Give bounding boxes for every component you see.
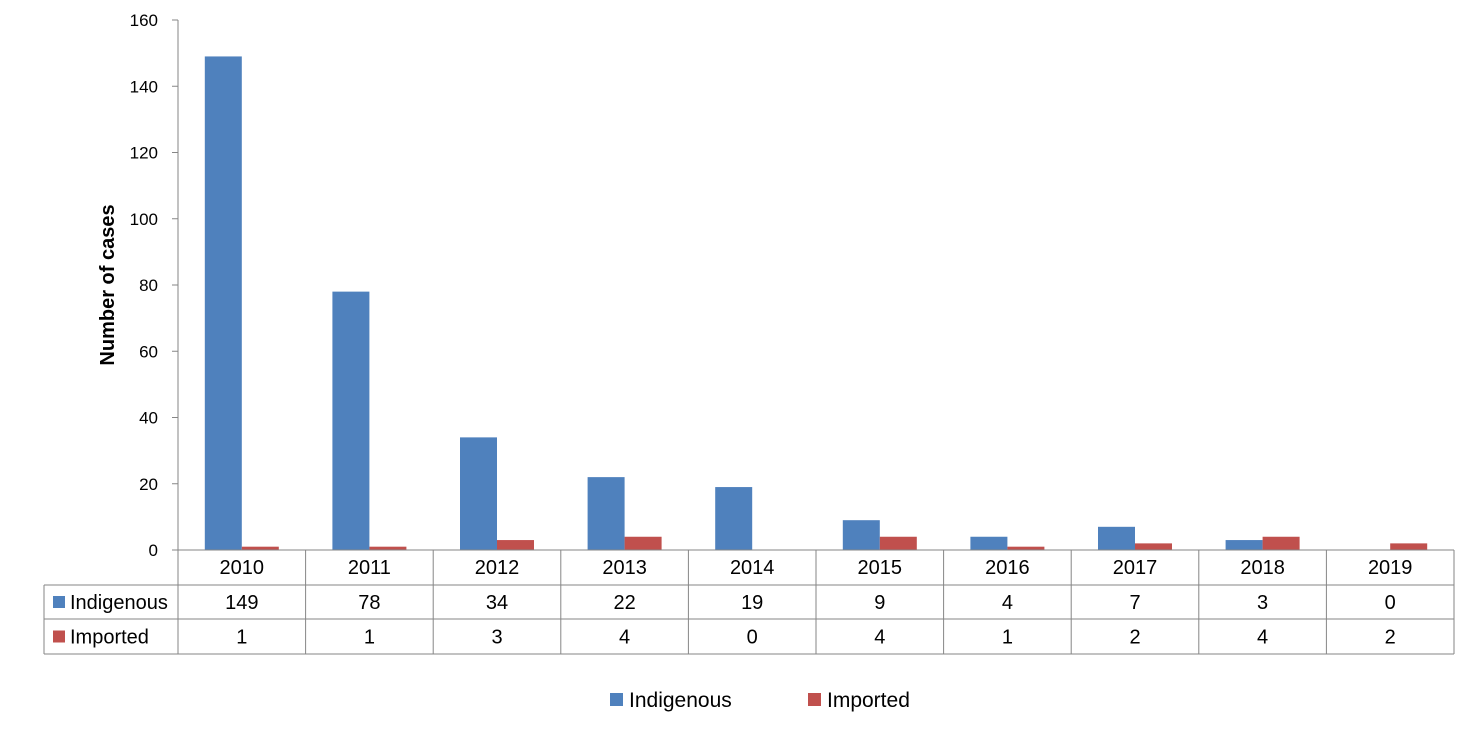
bar-indigenous-2012 bbox=[460, 437, 497, 550]
table-cell: 2 bbox=[1129, 627, 1140, 649]
table-cell: 0 bbox=[747, 627, 758, 649]
legend: Indigenous Imported bbox=[610, 689, 910, 712]
table-legend-key-indigenous bbox=[53, 596, 65, 608]
legend-key-imported bbox=[808, 693, 821, 706]
bar-imported-2013 bbox=[624, 536, 662, 550]
y-tick-label: 40 bbox=[139, 409, 158, 428]
bar-indigenous-2013 bbox=[587, 477, 625, 550]
y-axis-label: Number of cases bbox=[97, 204, 119, 365]
table-cell: 149 bbox=[225, 592, 258, 614]
y-tick-label: 20 bbox=[139, 475, 158, 494]
y-tick-label: 80 bbox=[139, 276, 158, 295]
y-tick-label: 160 bbox=[130, 11, 158, 30]
table-legend-key-imported bbox=[53, 630, 65, 643]
x-tick-label: 2013 bbox=[602, 557, 647, 579]
table-cell: 34 bbox=[486, 592, 508, 614]
table-row-label-imported: Imported bbox=[70, 627, 149, 649]
table-cell: 4 bbox=[1002, 592, 1013, 614]
table-cell: 1 bbox=[364, 627, 375, 649]
bar-indigenous-2010 bbox=[204, 56, 242, 550]
table-cell: 1 bbox=[236, 627, 247, 649]
bar-imported-2017 bbox=[1135, 543, 1172, 550]
bar-imported-2011 bbox=[369, 546, 407, 550]
bar-indigenous-2015 bbox=[842, 520, 880, 550]
y-tick-label: 140 bbox=[130, 77, 158, 96]
y-tick-label: 100 bbox=[130, 210, 158, 229]
bar-imported-2015 bbox=[879, 536, 917, 550]
table-row-label-indigenous: Indigenous bbox=[70, 592, 168, 614]
bar-indigenous-2011 bbox=[332, 291, 370, 550]
table-cell: 78 bbox=[358, 592, 380, 614]
legend-label-indigenous: Indigenous bbox=[629, 689, 732, 712]
table-cell: 2 bbox=[1385, 627, 1396, 649]
table-cell: 7 bbox=[1129, 592, 1140, 614]
y-tick-label: 0 bbox=[149, 541, 158, 560]
data-table: 2010 2011 2012 2013 2014 2015 2016 2017 2018 2019… bbox=[43, 549, 1455, 655]
x-tick-label: 2015 bbox=[858, 557, 903, 579]
y-tick-label: 120 bbox=[130, 144, 158, 163]
bar-imported-2010 bbox=[241, 546, 279, 550]
x-tick-label: 2016 bbox=[985, 557, 1030, 579]
bar-imported-2018 bbox=[1262, 536, 1300, 550]
bar-imported-2012 bbox=[497, 540, 534, 550]
table-cell: 3 bbox=[491, 627, 502, 649]
x-tick-label: 2011 bbox=[348, 557, 391, 579]
table-cell: 3 bbox=[1257, 592, 1268, 614]
bar-imported-2016 bbox=[1007, 546, 1045, 550]
table-cell: 9 bbox=[874, 592, 885, 614]
bar-indigenous-2014 bbox=[715, 487, 753, 550]
bar-indigenous-2017 bbox=[1098, 526, 1135, 550]
table-cell: 1 bbox=[1002, 627, 1013, 649]
x-tick-label: 2012 bbox=[475, 557, 520, 579]
bar-imported-2019 bbox=[1390, 543, 1428, 550]
y-tick-label: 60 bbox=[139, 342, 158, 361]
table-cell: 4 bbox=[874, 627, 885, 649]
table-cell: 22 bbox=[613, 592, 635, 614]
table-cell: 4 bbox=[619, 627, 630, 649]
table-cell: 4 bbox=[1257, 627, 1268, 649]
bars bbox=[204, 56, 1428, 550]
x-tick-label: 2010 bbox=[220, 557, 265, 579]
x-tick-label: 2019 bbox=[1368, 557, 1413, 579]
bar-indigenous-2016 bbox=[970, 536, 1008, 550]
y-axis: 0 20 40 60 80 100 120 140 160 bbox=[130, 11, 179, 560]
x-tick-label: 2018 bbox=[1240, 557, 1285, 579]
x-tick-label: 2014 bbox=[730, 557, 775, 579]
table-cell: 0 bbox=[1385, 592, 1396, 614]
legend-label-imported: Imported bbox=[827, 689, 910, 712]
legend-key-indigenous bbox=[610, 693, 623, 706]
table-cell: 19 bbox=[741, 592, 763, 614]
bar-indigenous-2018 bbox=[1225, 540, 1263, 550]
x-tick-label: 2017 bbox=[1113, 557, 1158, 579]
